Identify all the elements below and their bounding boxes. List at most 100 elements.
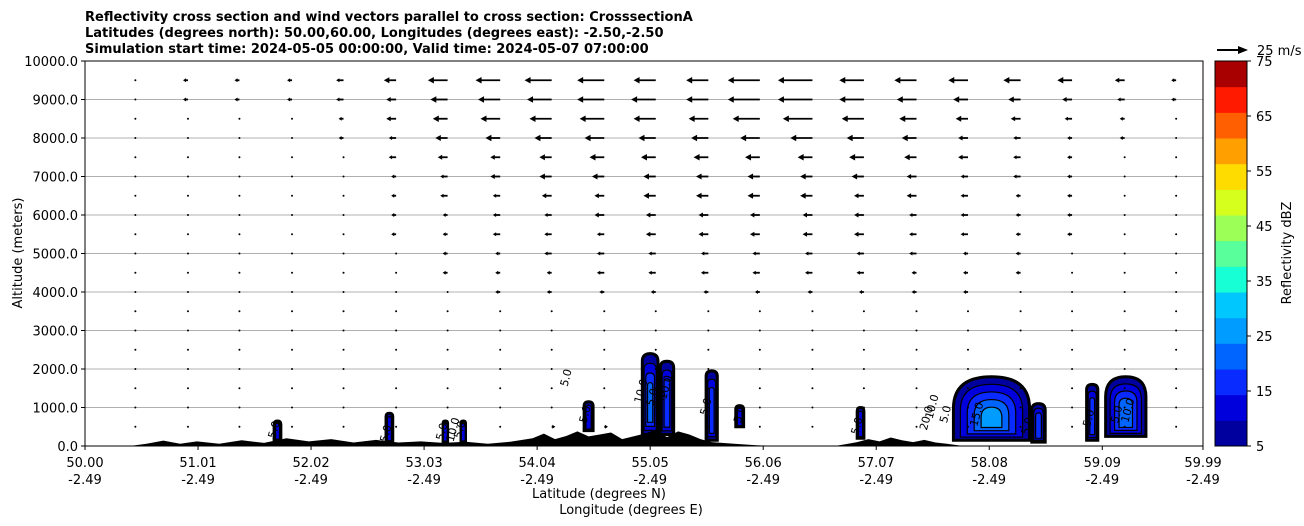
wind-vector-head: [643, 192, 649, 199]
colorbar-tick-label: 55: [1256, 165, 1273, 180]
wind-vector-head: [336, 97, 340, 102]
wind-vector-head: [391, 213, 395, 217]
x-tick-label-lon: -2.49: [972, 473, 1006, 488]
wind-vector-dot: [915, 406, 918, 409]
wind-vector-head: [854, 212, 859, 218]
wind-vector-head: [596, 251, 601, 256]
wind-vector-head: [546, 290, 550, 294]
wind-vector-head: [1013, 174, 1017, 179]
wind-vector: [688, 115, 709, 122]
wind-vector-dot: [1123, 425, 1126, 428]
wind-vector-dot: [603, 387, 606, 390]
x-tick-label-lon: -2.49: [294, 473, 328, 488]
wind-vector: [966, 387, 969, 390]
wind-vector-head: [430, 96, 437, 103]
wind-vector-dot: [1071, 368, 1074, 370]
colorbar-level: [1215, 317, 1247, 344]
contour-label: 5.0: [266, 420, 283, 440]
wind-vector-head: [584, 134, 591, 142]
wind-vector: [758, 368, 761, 370]
wind-vector: [134, 310, 137, 313]
wind-vector: [596, 232, 605, 237]
wind-vector: [584, 134, 605, 142]
wind-vector-head: [645, 212, 651, 218]
wind-vector-dot: [342, 252, 345, 255]
wind-vector-dot: [342, 233, 345, 236]
wind-vectors: [134, 77, 1178, 429]
wind-vector-dot: [1071, 387, 1074, 390]
contour-label: 5.0: [558, 368, 575, 388]
wind-vector-dot: [654, 406, 657, 409]
wind-vector-dot: [1071, 406, 1074, 409]
wind-vector: [291, 175, 294, 178]
wind-vector-dot: [238, 329, 241, 332]
wind-vector: [643, 192, 656, 199]
wind-vector-head: [839, 96, 846, 103]
wind-vector-head: [849, 154, 856, 161]
wind-vector-head: [1119, 136, 1123, 140]
dbz-contour: [274, 422, 281, 440]
dbz-contour: [585, 404, 592, 430]
wind-vector: [291, 252, 294, 255]
wind-vector-dot: [550, 387, 553, 390]
wind-vector-dot: [1175, 329, 1178, 332]
wind-vector-dot: [1175, 175, 1178, 178]
wind-vector: [1071, 368, 1074, 370]
wind-vector: [1010, 116, 1021, 122]
wind-vector: [395, 252, 398, 255]
wind-vector: [134, 368, 137, 370]
colorbar-level: [1215, 189, 1247, 216]
wind-vector: [539, 154, 552, 161]
wind-vector: [846, 134, 864, 142]
wind-vector: [1123, 175, 1126, 178]
wind-vector-dot: [758, 310, 761, 313]
colorbar-tick-label: 65: [1256, 110, 1273, 125]
colorbar-tick-label: 75: [1256, 55, 1273, 70]
wind-vector: [1123, 425, 1126, 428]
wind-vector: [752, 251, 760, 256]
wind-vector-dot: [342, 175, 345, 178]
wind-vector-head: [1067, 213, 1071, 217]
wind-vector: [1123, 291, 1126, 293]
wind-vector-head: [527, 96, 534, 103]
wind-vector-head: [633, 115, 640, 122]
wind-vector-head: [442, 232, 446, 237]
wind-vector: [911, 270, 917, 275]
colorbar-tick-label: 15: [1256, 385, 1273, 400]
wind-vector: [727, 96, 760, 103]
wind-vector-dot: [186, 368, 189, 370]
contour-label: 5.0: [433, 421, 450, 441]
wind-vector-dot: [1123, 233, 1126, 236]
wind-vector-dot: [707, 406, 710, 409]
wind-vector: [186, 348, 189, 351]
wind-vector-dot: [238, 348, 241, 351]
dbz-contour: [1118, 397, 1134, 429]
wind-vector-dot: [1175, 194, 1178, 197]
wind-vector: [654, 406, 657, 409]
wind-vector: [539, 173, 552, 180]
wind-vector-head: [958, 135, 963, 141]
wind-vector-head: [437, 154, 443, 160]
wind-vector: [963, 290, 968, 294]
wind-vector: [1019, 310, 1022, 313]
wind-vector: [1067, 136, 1073, 140]
wind-vector: [802, 212, 813, 218]
wind-vector: [1123, 368, 1126, 370]
wind-vector: [841, 115, 864, 122]
wind-vector-dot: [291, 329, 294, 332]
wind-vector-head: [442, 251, 446, 256]
wind-vector: [966, 406, 969, 409]
wind-vector-dot: [550, 406, 553, 409]
wind-vector-head: [391, 193, 395, 198]
wind-vector: [338, 136, 344, 140]
wind-vector: [186, 368, 189, 370]
wind-vector: [758, 329, 761, 332]
wind-vector-head: [338, 116, 342, 121]
wind-vector-dot: [291, 233, 294, 236]
wind-vector-dot: [186, 329, 189, 332]
wind-vector-head: [777, 96, 784, 103]
wind-vector: [551, 424, 556, 429]
wind-vector-dot: [758, 368, 761, 370]
wind-vector: [342, 329, 345, 332]
wind-vector: [524, 77, 552, 84]
